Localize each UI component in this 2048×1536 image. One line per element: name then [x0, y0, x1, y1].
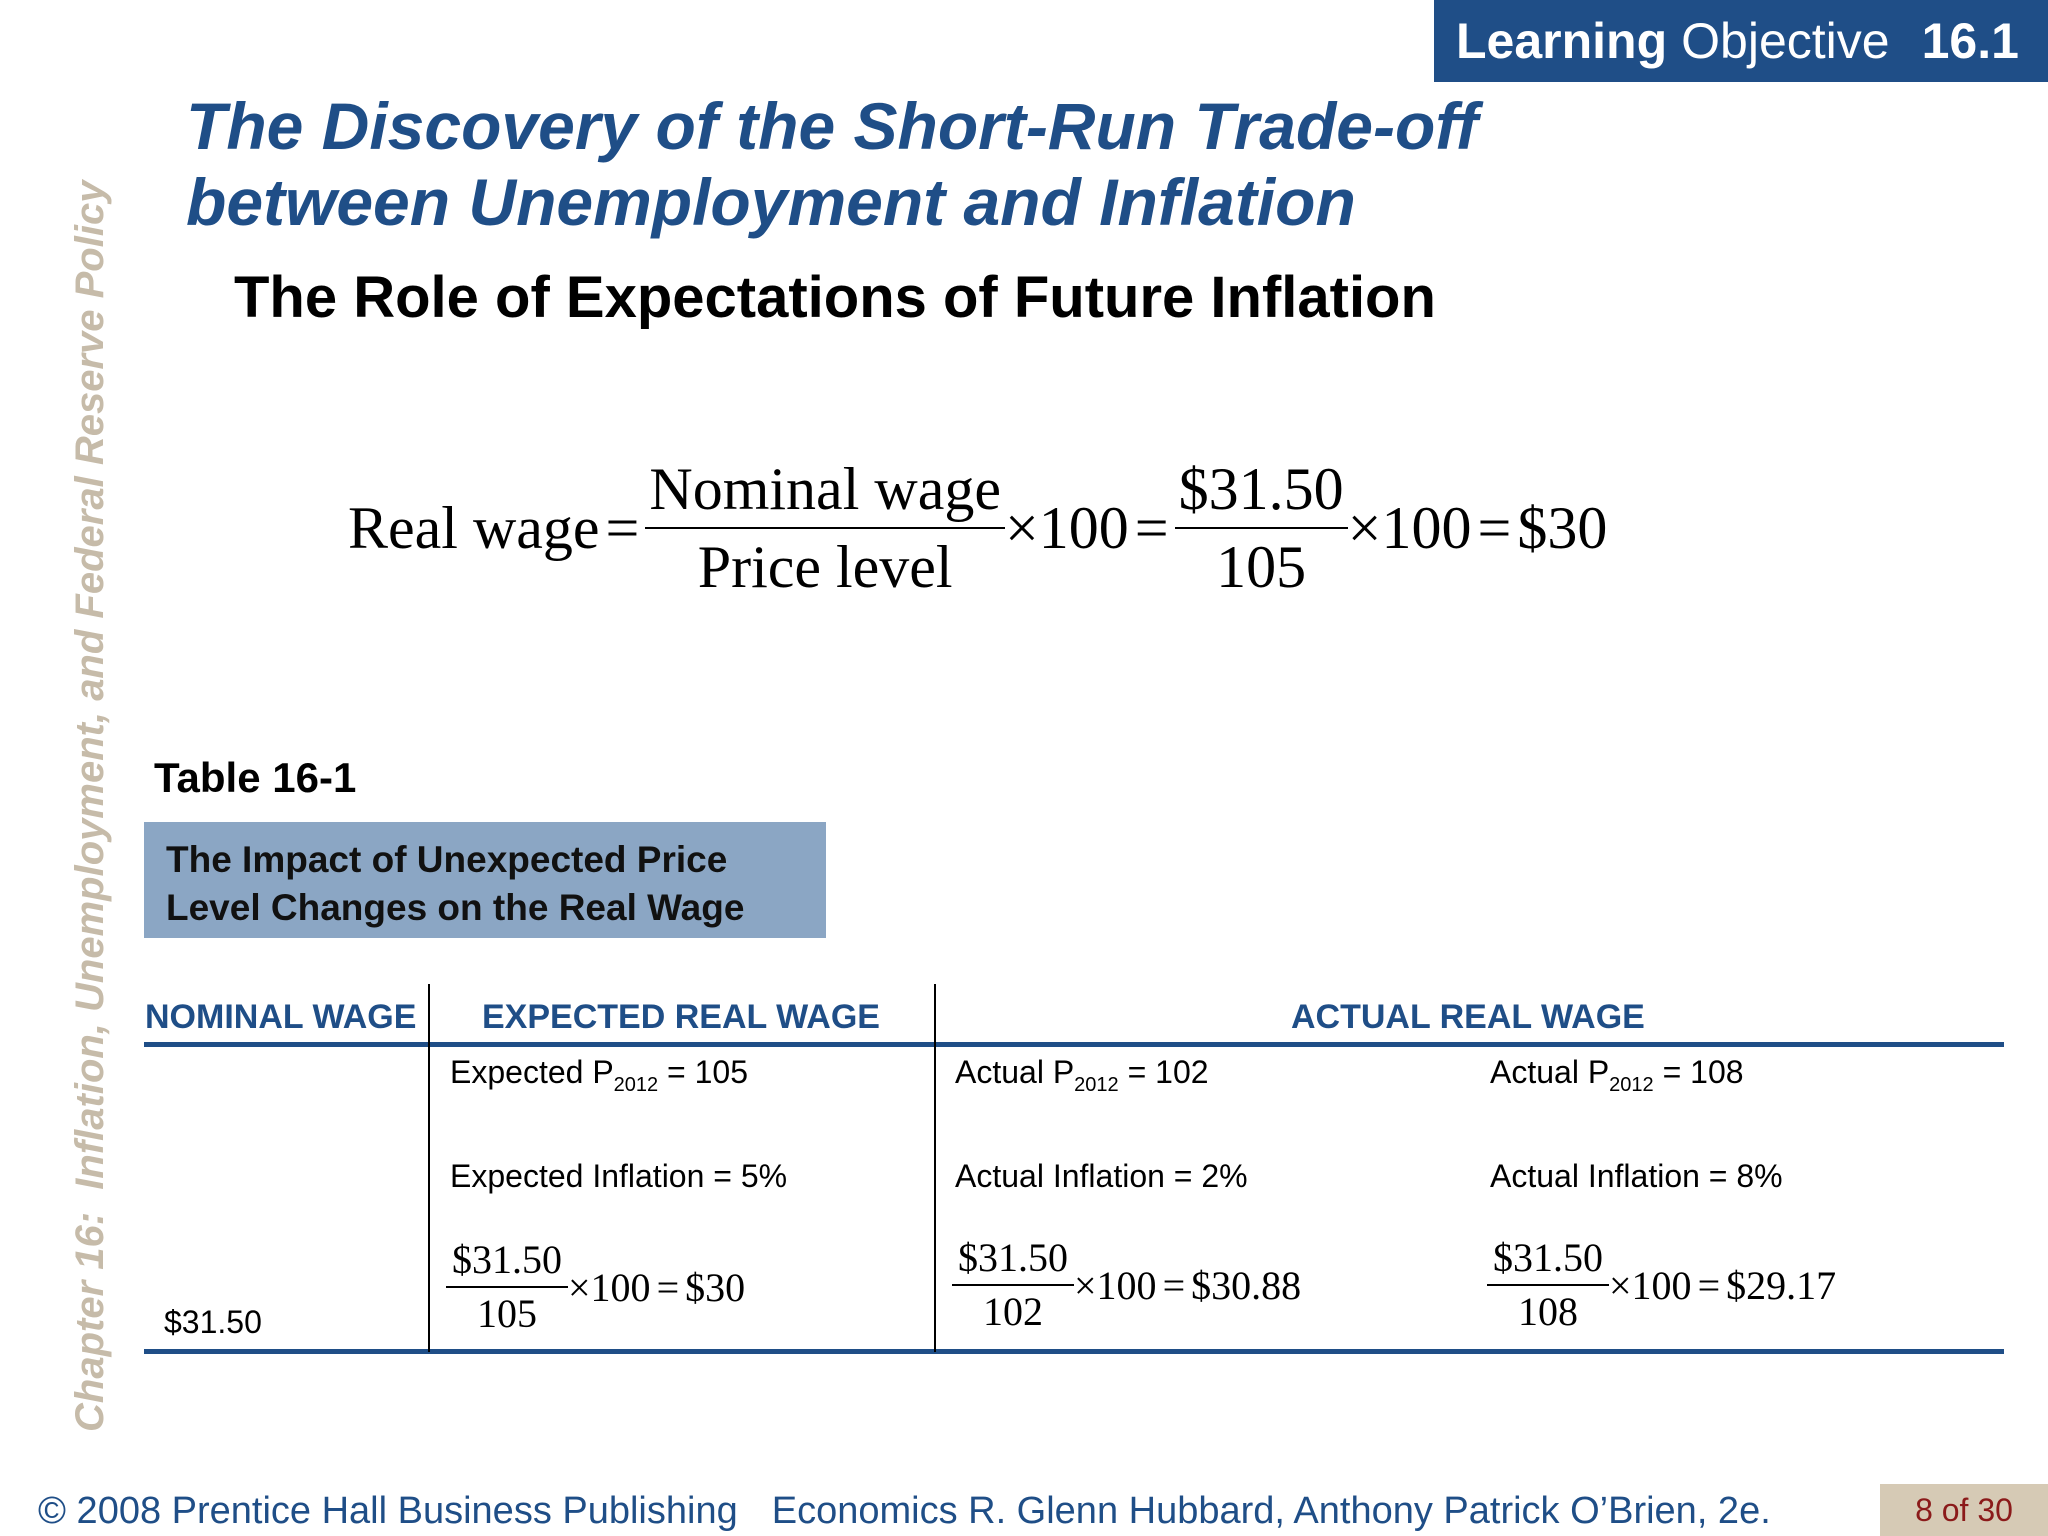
header-expected-real-wage: EXPECTED REAL WAGE — [482, 998, 880, 1036]
expected-fraction: $31.50 105 — [446, 1238, 568, 1336]
fraction-bar — [645, 527, 1005, 529]
slide-title-line2: between Unemployment and Inflation — [186, 165, 1356, 239]
equation-result: $30 — [1517, 494, 1608, 561]
slide-subtitle: The Role of Expectations of Future Infla… — [234, 265, 1436, 330]
equation-fraction-2: $31.50 105 — [1174, 456, 1348, 600]
page-number-badge: 8 of 30 — [1880, 1484, 2048, 1536]
header-actual-real-wage: ACTUAL REAL WAGE — [1291, 998, 1645, 1036]
footer: © 2008 Prentice Hall Business Publishing… — [38, 1490, 1771, 1533]
equation-denominator-1: Price level — [697, 534, 953, 600]
actual2-denominator: 108 — [1518, 1289, 1578, 1334]
fraction-bar — [952, 1284, 1074, 1286]
column-divider-1 — [428, 984, 430, 1352]
actual1-numerator: $31.50 — [958, 1235, 1068, 1280]
slide-title: The Discovery of the Short-Run Trade-off… — [186, 88, 1478, 240]
learning-objective-word2: Objective — [1681, 13, 1890, 69]
real-wage-equation: Real wage = Nominal wage Price level ×10… — [348, 448, 1607, 608]
fraction-bar — [1174, 527, 1348, 529]
actual1-real-wage-formula: $31.50 102 ×100 = $30.88 — [952, 1236, 1301, 1334]
actual2-price-level: Actual P2012 = 108 — [1490, 1054, 1744, 1096]
actual2-result: $29.17 — [1726, 1262, 1837, 1308]
table-header-rule — [144, 1042, 2004, 1047]
fraction-bar — [1487, 1284, 1609, 1286]
actual1-inflation: Actual Inflation = 2% — [955, 1158, 1248, 1194]
footer-book: Economics R. Glenn Hubbard, Anthony Patr… — [771, 1490, 1771, 1532]
expected-denominator: 105 — [477, 1291, 537, 1336]
equation-times-2: ×100 — [1347, 494, 1472, 561]
table-caption: The Impact of Unexpected Price Level Cha… — [144, 822, 826, 938]
actual1-denominator: 102 — [983, 1289, 1043, 1334]
equation-numerator-1: Nominal wage — [649, 456, 1001, 522]
chapter-side-text: Chapter 16: Inflation, Unemployment, and… — [68, 180, 112, 1432]
actual1-fraction: $31.50 102 — [952, 1236, 1074, 1334]
table-bottom-rule — [144, 1349, 2004, 1354]
expected-price-level: Expected P2012 = 105 — [450, 1054, 749, 1096]
equation-numerator-2: $31.50 — [1178, 456, 1344, 522]
actual2-inflation: Actual Inflation = 8% — [1490, 1158, 1783, 1194]
equation-fraction-1: Nominal wage Price level — [645, 457, 1005, 599]
fraction-bar — [446, 1286, 568, 1288]
equation-equals-1: = — [605, 494, 640, 561]
expected-inflation: Expected Inflation = 5% — [450, 1158, 788, 1194]
equation-equals-3: = — [1477, 494, 1512, 561]
actual1-price-level: Actual P2012 = 102 — [955, 1054, 1209, 1096]
actual2-fraction: $31.50 108 — [1487, 1236, 1609, 1334]
expected-numerator: $31.50 — [452, 1237, 562, 1282]
expected-real-wage-formula: $31.50 105 ×100 = $30 — [446, 1238, 745, 1336]
expected-result: $30 — [685, 1264, 746, 1310]
table-caption-line1: The Impact of Unexpected Price — [166, 839, 728, 880]
equation-lhs: Real wage — [348, 494, 600, 561]
column-divider-2 — [934, 984, 936, 1352]
actual2-numerator: $31.50 — [1493, 1235, 1603, 1280]
equation-times-1: ×100 — [1004, 494, 1129, 561]
learning-objective-number: 16.1 — [1921, 13, 2019, 69]
table-caption-line2: Level Changes on the Real Wage — [166, 887, 745, 928]
actual1-result: $30.88 — [1191, 1262, 1302, 1308]
learning-objective-word1: Learning — [1456, 13, 1668, 69]
header-nominal-wage: NOMINAL WAGE — [145, 998, 417, 1036]
actual2-real-wage-formula: $31.50 108 ×100 = $29.17 — [1487, 1236, 1836, 1334]
table-label: Table 16-1 — [154, 754, 357, 801]
equation-equals-2: = — [1134, 494, 1169, 561]
equation-denominator-2: 105 — [1216, 534, 1307, 600]
learning-objective-banner: Learning Objective 16.1 — [1434, 0, 2048, 82]
footer-copyright: © 2008 Prentice Hall Business Publishing — [38, 1490, 738, 1532]
slide-title-line1: The Discovery of the Short-Run Trade-off — [186, 89, 1479, 163]
nominal-wage-value: $31.50 — [164, 1304, 262, 1340]
